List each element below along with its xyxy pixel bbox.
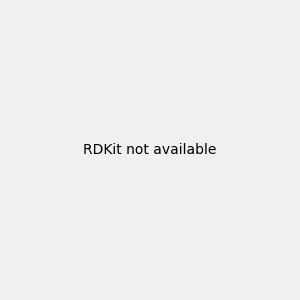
Text: RDKit not available: RDKit not available <box>83 143 217 157</box>
